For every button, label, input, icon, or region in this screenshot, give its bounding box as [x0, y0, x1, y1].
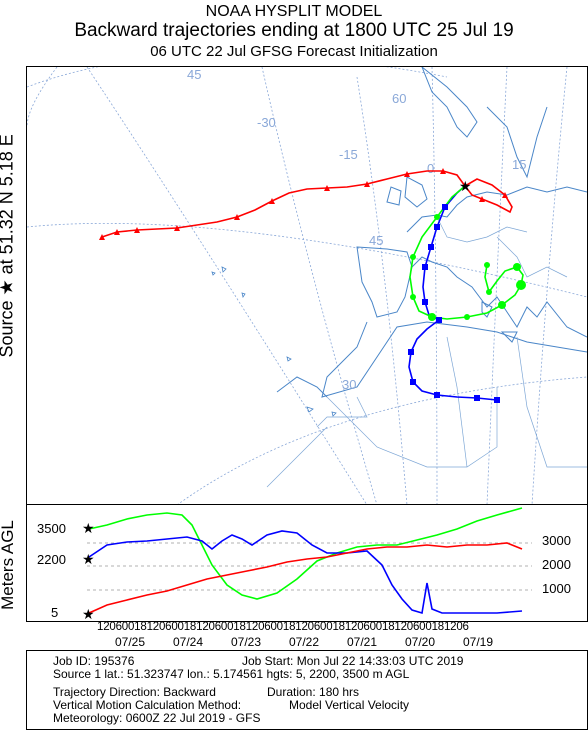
border-balkans: [496, 236, 568, 278]
grid-label-lon-15: 15: [512, 157, 526, 172]
island-azores-2: [211, 271, 216, 276]
lon-line-m45: [86, 67, 368, 505]
date-label-0720: 07/20: [405, 635, 436, 649]
altitude-blue: [88, 530, 523, 615]
date-label-0724: 07/24: [173, 635, 204, 649]
red-markers: [99, 168, 508, 240]
source-star-icon: ★: [459, 178, 472, 194]
date-label-0721: 07/21: [347, 635, 378, 649]
grid-label-lon-m15: -15: [339, 147, 358, 162]
island-azores: [221, 266, 227, 273]
grid-label-lat60: 60: [392, 91, 406, 106]
trajectory-green-3500m: [409, 185, 524, 320]
grid-label-lat45: 45: [369, 233, 383, 248]
date-label-0719: 07/19: [463, 635, 494, 649]
source-location-label: Source ★ at 51.32 N 5.18 E: [0, 134, 17, 358]
meteorology: Meteorology: 0600Z 22 Jul 2019 - GFS: [53, 711, 261, 725]
grid-label-lon-0: 0: [427, 161, 434, 176]
coast-ireland: [386, 186, 402, 206]
trajectory-direction: Trajectory Direction: Backward: [53, 685, 216, 699]
alt-left-label-2200: 2200: [37, 552, 66, 567]
start-star-icon-5: ★: [82, 606, 95, 621]
grid-labels: 45 60 -30 -15 0 15 45 30: [187, 67, 526, 392]
trajectory-duration: Duration: 180 hrs: [267, 685, 360, 699]
island-madeira: [286, 356, 292, 362]
border-algeria: [326, 387, 498, 468]
blue-markers: [408, 204, 500, 403]
coast-sardinia: [481, 301, 493, 318]
island-canary: [306, 406, 314, 413]
job-id: Job ID: 195376: [53, 654, 135, 668]
time-axis-ticks: 1206001812060018120600181206001812060018…: [97, 621, 469, 633]
coast-iberia: [356, 246, 413, 318]
vertical-method-value: Model Vertical Velocity: [289, 698, 410, 712]
start-star-icon-3500: ★: [82, 520, 95, 536]
forecast-subtitle: 06 UTC 22 Jul GFSG Forecast Initializati…: [150, 43, 438, 60]
altitude-axis-title: Meters AGL: [0, 520, 17, 610]
source-details: Source 1 lat.: 51.323747 lon.: 5.174561 …: [53, 667, 410, 681]
vertical-method-label: Vertical Motion Calculation Method:: [53, 698, 242, 712]
graticule: [27, 67, 587, 505]
start-star-icon-2200: ★: [82, 551, 95, 567]
coast-europe-north: [406, 186, 587, 233]
date-label-0722: 07/22: [289, 635, 320, 649]
grid-label-lat45-top: 45: [187, 67, 201, 82]
alt-right-label-2000: 2000: [542, 557, 571, 572]
coast-mediterranean-north: [411, 256, 587, 338]
lat-line-60: [27, 67, 448, 88]
coastlines: [276, 67, 587, 398]
border-central-europe: [436, 216, 528, 243]
coast-africa-north: [321, 321, 587, 398]
coast-sweden: [486, 106, 548, 179]
date-label-0723: 07/23: [231, 635, 262, 649]
coast-norway: [421, 67, 478, 138]
country-borders: [266, 216, 587, 488]
trajectory-red-5m: [101, 170, 466, 238]
grid-label-lon-m30: -30: [257, 115, 276, 130]
alt-left-label-5: 5: [51, 605, 59, 620]
altitude-start-stars: ★ ★ ★: [82, 520, 95, 621]
alt-right-label-3000: 3000: [542, 533, 571, 548]
grid-label-lat30: 30: [342, 377, 356, 392]
border-morocco: [316, 396, 368, 428]
altitude-red: [88, 542, 523, 614]
model-title: NOAA HYSPLIT MODEL: [205, 3, 383, 20]
arc-northwest: [27, 67, 58, 128]
lat-line-45: [27, 222, 587, 298]
altitude-green: [88, 507, 523, 600]
trajectory-title: Backward trajectories ending at 1800 UTC…: [74, 20, 514, 41]
lon-line-m15: [356, 76, 408, 505]
altitude-profile: ★ ★ ★ 3500 2200 5 3000 2000 1000: [26, 504, 588, 622]
trajectory-markers: [99, 168, 526, 403]
alt-left-label-3500: 3500: [37, 521, 66, 536]
lon-line-15: [486, 67, 508, 505]
islands: [211, 266, 337, 417]
map-canvas: 45 60 -30 -15 0 15 45 30: [27, 67, 587, 505]
island-canary-2: [331, 411, 337, 417]
green-markers: [410, 214, 526, 321]
alt-right-label-1000: 1000: [542, 581, 571, 596]
border-libya: [516, 336, 587, 468]
lon-line-30: [531, 67, 568, 505]
coast-westafrica: [276, 376, 328, 398]
altitude-gridlines: [87, 542, 532, 591]
job-info-panel: Job ID: 195376 Job Start: Mon Jul 22 14:…: [26, 650, 588, 730]
border-tunisia: [446, 336, 468, 468]
lon-line-m30: [261, 67, 378, 505]
island-azores-3: [241, 292, 246, 298]
trajectory-red-loop: [464, 178, 513, 214]
border-mauritania: [266, 426, 328, 488]
coast-britain: [404, 176, 428, 208]
lon-line-0: [431, 67, 438, 505]
trajectory-map: 45 60 -30 -15 0 15 45 30: [26, 66, 588, 506]
date-label-0725: 07/25: [115, 635, 146, 649]
altitude-canvas: ★ ★ ★: [82, 507, 532, 621]
job-start: Job Start: Mon Jul 22 14:33:03 UTC 2019: [242, 654, 464, 668]
coast-sicily: [500, 331, 518, 343]
